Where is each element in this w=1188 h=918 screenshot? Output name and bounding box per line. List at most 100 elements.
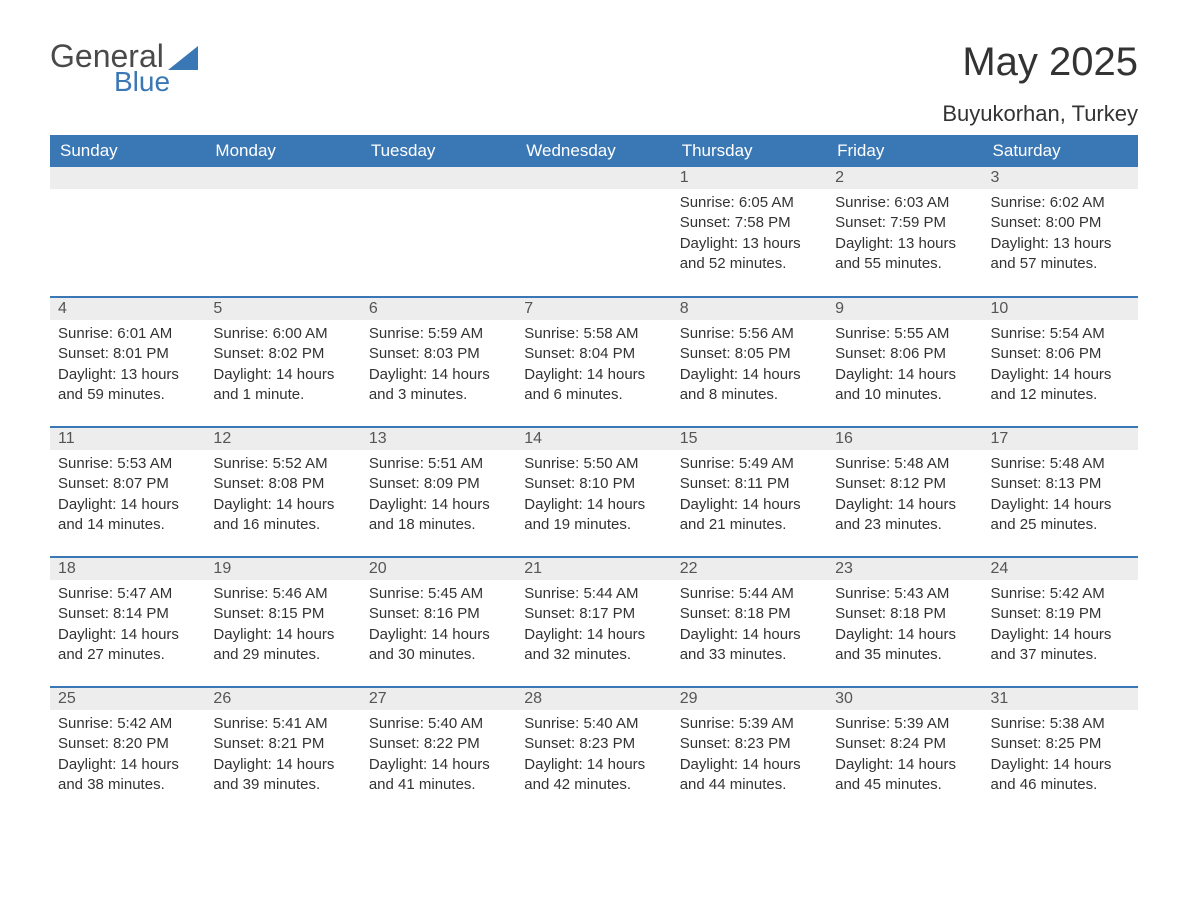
daylight-line: Daylight: 14 hours and 6 minutes. [524, 365, 663, 406]
daylight-line: Daylight: 14 hours and 42 minutes. [524, 755, 663, 796]
sunrise-line: Sunrise: 5:56 AM [680, 324, 819, 344]
day-content-empty [205, 189, 360, 269]
day-number: 10 [983, 298, 1138, 320]
day-content-empty [361, 189, 516, 269]
day-content: Sunrise: 5:55 AMSunset: 8:06 PMDaylight:… [827, 320, 982, 413]
day-number: 15 [672, 428, 827, 450]
calendar-day-cell: 30Sunrise: 5:39 AMSunset: 8:24 PMDayligh… [827, 687, 982, 817]
daylight-line: Daylight: 13 hours and 52 minutes. [680, 234, 819, 275]
sunset-line: Sunset: 8:22 PM [369, 734, 508, 754]
day-content: Sunrise: 5:59 AMSunset: 8:03 PMDaylight:… [361, 320, 516, 413]
day-number: 29 [672, 688, 827, 710]
calendar-day-cell: 26Sunrise: 5:41 AMSunset: 8:21 PMDayligh… [205, 687, 360, 817]
sunrise-line: Sunrise: 5:44 AM [524, 584, 663, 604]
daylight-line: Daylight: 14 hours and 32 minutes. [524, 625, 663, 666]
daylight-line: Daylight: 14 hours and 27 minutes. [58, 625, 197, 666]
calendar-day-cell: 9Sunrise: 5:55 AMSunset: 8:06 PMDaylight… [827, 297, 982, 427]
sunset-line: Sunset: 8:01 PM [58, 344, 197, 364]
sunrise-line: Sunrise: 5:39 AM [835, 714, 974, 734]
day-content: Sunrise: 5:52 AMSunset: 8:08 PMDaylight:… [205, 450, 360, 543]
calendar-day-cell [516, 167, 671, 297]
day-number: 18 [50, 558, 205, 580]
page-header: General Blue May 2025 Buyukorhan, Turkey [50, 40, 1138, 127]
day-number: 20 [361, 558, 516, 580]
day-number-empty [205, 167, 360, 189]
sunrise-line: Sunrise: 6:03 AM [835, 193, 974, 213]
daylight-line: Daylight: 14 hours and 14 minutes. [58, 495, 197, 536]
day-number: 16 [827, 428, 982, 450]
calendar-day-cell: 18Sunrise: 5:47 AMSunset: 8:14 PMDayligh… [50, 557, 205, 687]
month-title: May 2025 [942, 40, 1138, 85]
day-content: Sunrise: 5:42 AMSunset: 8:20 PMDaylight:… [50, 710, 205, 803]
day-number: 14 [516, 428, 671, 450]
sunrise-line: Sunrise: 5:53 AM [58, 454, 197, 474]
day-content: Sunrise: 5:53 AMSunset: 8:07 PMDaylight:… [50, 450, 205, 543]
calendar-week-row: 18Sunrise: 5:47 AMSunset: 8:14 PMDayligh… [50, 557, 1138, 687]
sunrise-line: Sunrise: 5:49 AM [680, 454, 819, 474]
day-number: 12 [205, 428, 360, 450]
daylight-line: Daylight: 13 hours and 55 minutes. [835, 234, 974, 275]
day-content: Sunrise: 5:42 AMSunset: 8:19 PMDaylight:… [983, 580, 1138, 673]
sunset-line: Sunset: 8:15 PM [213, 604, 352, 624]
day-number: 3 [983, 167, 1138, 189]
sunset-line: Sunset: 8:21 PM [213, 734, 352, 754]
sunset-line: Sunset: 8:19 PM [991, 604, 1130, 624]
day-content: Sunrise: 5:38 AMSunset: 8:25 PMDaylight:… [983, 710, 1138, 803]
calendar-day-cell: 15Sunrise: 5:49 AMSunset: 8:11 PMDayligh… [672, 427, 827, 557]
sunset-line: Sunset: 8:20 PM [58, 734, 197, 754]
sunrise-line: Sunrise: 5:42 AM [58, 714, 197, 734]
day-number: 27 [361, 688, 516, 710]
day-content: Sunrise: 5:58 AMSunset: 8:04 PMDaylight:… [516, 320, 671, 413]
day-number: 25 [50, 688, 205, 710]
logo: General Blue [50, 40, 198, 96]
calendar-day-cell [205, 167, 360, 297]
calendar-day-cell: 16Sunrise: 5:48 AMSunset: 8:12 PMDayligh… [827, 427, 982, 557]
day-content: Sunrise: 5:39 AMSunset: 8:23 PMDaylight:… [672, 710, 827, 803]
weekday-header: Friday [827, 135, 982, 167]
day-number: 13 [361, 428, 516, 450]
weekday-header: Monday [205, 135, 360, 167]
sunrise-line: Sunrise: 5:52 AM [213, 454, 352, 474]
calendar-day-cell: 24Sunrise: 5:42 AMSunset: 8:19 PMDayligh… [983, 557, 1138, 687]
sunrise-line: Sunrise: 5:59 AM [369, 324, 508, 344]
day-number: 7 [516, 298, 671, 320]
day-number: 22 [672, 558, 827, 580]
weekday-header: Saturday [983, 135, 1138, 167]
calendar-day-cell: 2Sunrise: 6:03 AMSunset: 7:59 PMDaylight… [827, 167, 982, 297]
daylight-line: Daylight: 14 hours and 18 minutes. [369, 495, 508, 536]
sunrise-line: Sunrise: 5:40 AM [369, 714, 508, 734]
sunset-line: Sunset: 7:58 PM [680, 213, 819, 233]
day-content: Sunrise: 5:40 AMSunset: 8:23 PMDaylight:… [516, 710, 671, 803]
weekday-header: Wednesday [516, 135, 671, 167]
calendar-day-cell: 10Sunrise: 5:54 AMSunset: 8:06 PMDayligh… [983, 297, 1138, 427]
calendar-day-cell [50, 167, 205, 297]
day-number: 23 [827, 558, 982, 580]
calendar-day-cell: 29Sunrise: 5:39 AMSunset: 8:23 PMDayligh… [672, 687, 827, 817]
sunset-line: Sunset: 8:23 PM [680, 734, 819, 754]
sunset-line: Sunset: 8:17 PM [524, 604, 663, 624]
sunset-line: Sunset: 8:04 PM [524, 344, 663, 364]
day-number: 17 [983, 428, 1138, 450]
calendar-day-cell: 13Sunrise: 5:51 AMSunset: 8:09 PMDayligh… [361, 427, 516, 557]
daylight-line: Daylight: 14 hours and 8 minutes. [680, 365, 819, 406]
day-content: Sunrise: 5:56 AMSunset: 8:05 PMDaylight:… [672, 320, 827, 413]
day-number: 1 [672, 167, 827, 189]
sunset-line: Sunset: 8:09 PM [369, 474, 508, 494]
daylight-line: Daylight: 14 hours and 19 minutes. [524, 495, 663, 536]
daylight-line: Daylight: 14 hours and 39 minutes. [213, 755, 352, 796]
daylight-line: Daylight: 14 hours and 10 minutes. [835, 365, 974, 406]
calendar-week-row: 1Sunrise: 6:05 AMSunset: 7:58 PMDaylight… [50, 167, 1138, 297]
daylight-line: Daylight: 14 hours and 23 minutes. [835, 495, 974, 536]
day-content: Sunrise: 5:44 AMSunset: 8:18 PMDaylight:… [672, 580, 827, 673]
calendar-day-cell: 1Sunrise: 6:05 AMSunset: 7:58 PMDaylight… [672, 167, 827, 297]
daylight-line: Daylight: 14 hours and 30 minutes. [369, 625, 508, 666]
sunset-line: Sunset: 8:02 PM [213, 344, 352, 364]
day-number-empty [361, 167, 516, 189]
sunrise-line: Sunrise: 5:42 AM [991, 584, 1130, 604]
day-content: Sunrise: 5:46 AMSunset: 8:15 PMDaylight:… [205, 580, 360, 673]
calendar-day-cell: 23Sunrise: 5:43 AMSunset: 8:18 PMDayligh… [827, 557, 982, 687]
day-number: 26 [205, 688, 360, 710]
daylight-line: Daylight: 14 hours and 33 minutes. [680, 625, 819, 666]
sunrise-line: Sunrise: 6:00 AM [213, 324, 352, 344]
sunset-line: Sunset: 8:08 PM [213, 474, 352, 494]
